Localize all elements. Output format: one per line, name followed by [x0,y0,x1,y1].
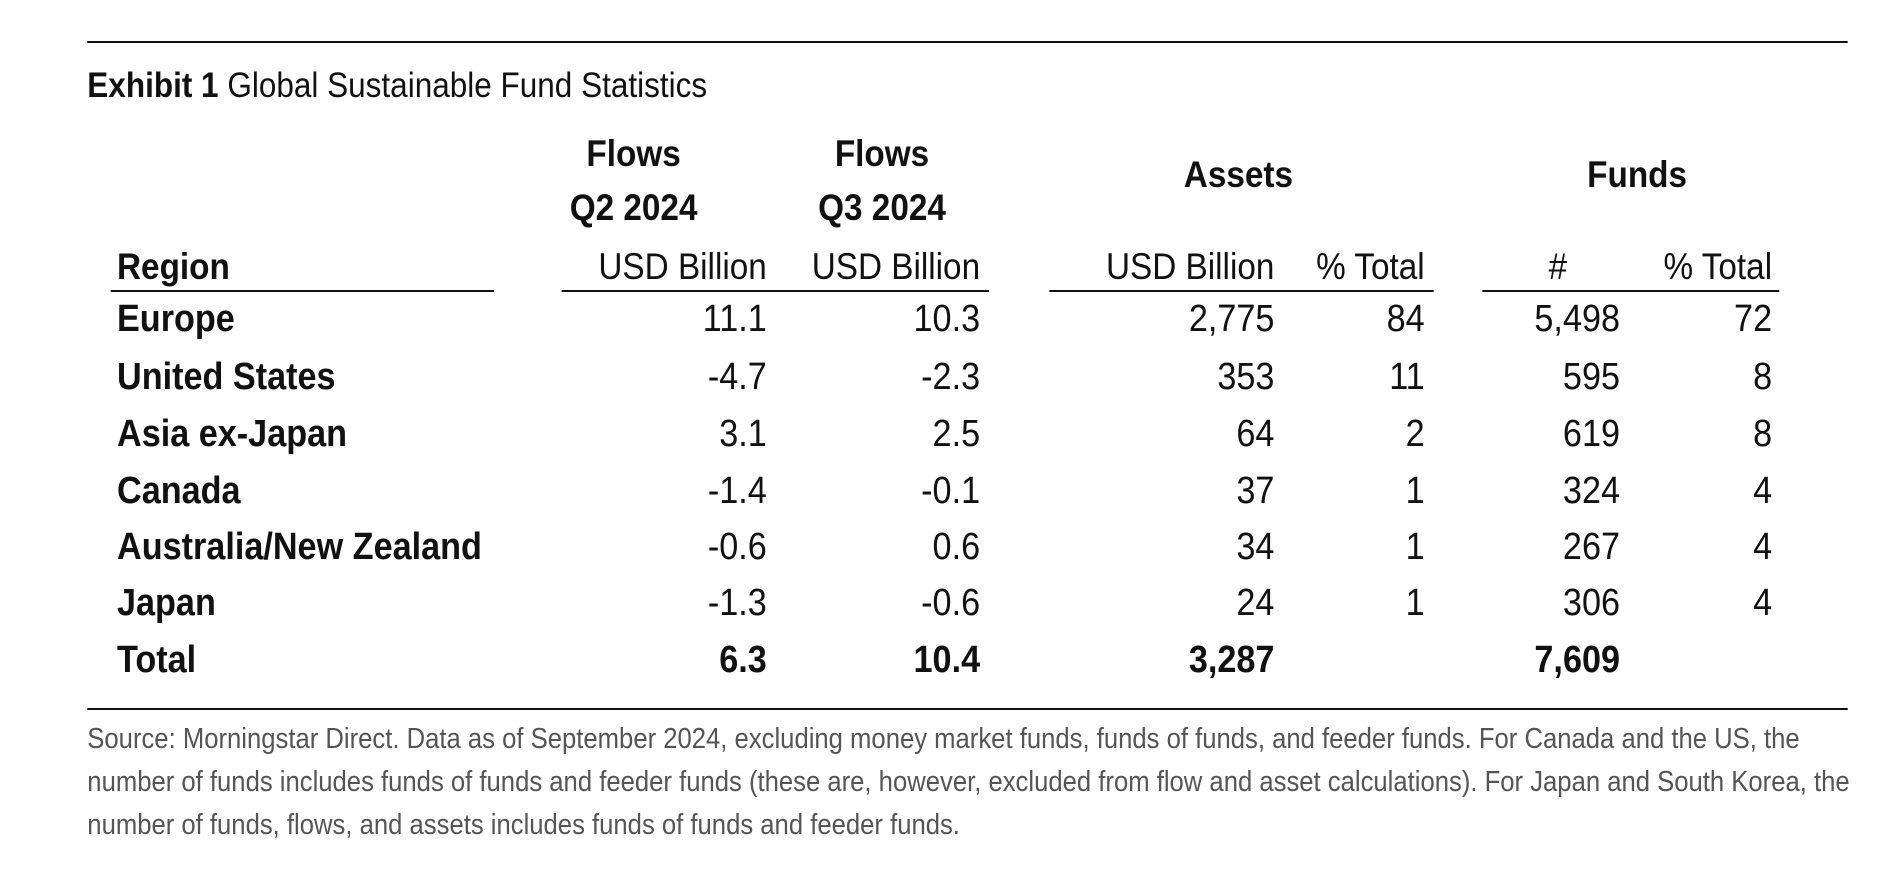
assets-usd-cell: 2,775 [1188,298,1275,340]
header-funds: Funds [1587,154,1688,195]
assets-usd-cell: 3,287 [1188,639,1275,681]
flows-q3-cell: -2.3 [921,356,981,398]
header-flows-q3: Flows Q3 2024 [818,127,946,235]
flows-q2-cell: 6.3 [719,639,767,681]
underline-flows [561,290,990,292]
flows-q3-cell: 10.4 [913,639,981,681]
bottom-rule [87,708,1848,710]
assets-usd-cell: 37 [1236,470,1275,512]
flows-q2-cell: -1.4 [707,470,767,512]
assets-pct-cell: 2 [1405,413,1425,455]
funds-count-cell: 619 [1562,413,1620,455]
header-flows-q2-line1: Flows [586,133,681,174]
assets-pct-cell: 84 [1386,298,1425,340]
assets-usd-cell: 24 [1236,582,1275,624]
exhibit-label: Exhibit 1 [87,66,219,105]
footnote: Source: Morningstar Direct. Data as of S… [87,723,1850,841]
header-assets: Assets [1183,154,1294,195]
region-cell: Canada [117,470,241,512]
flows-q2-cell: 3.1 [719,413,767,455]
assets-usd-cell: 64 [1236,413,1275,455]
funds-pct-cell: 8 [1753,356,1773,398]
funds-pct-cell: 72 [1734,298,1773,340]
underline-region [110,290,495,292]
top-rule [87,41,1848,43]
region-cell: Asia ex-Japan [117,413,348,455]
flows-q3-cell: 2.5 [932,413,981,455]
region-cell: Europe [117,298,235,340]
region-cell: Total [117,639,197,681]
region-cell: Japan [117,582,216,624]
flows-q3-cell: -0.1 [921,470,981,512]
subheader-q2-usd: USD Billion [598,246,767,287]
funds-pct-cell: 4 [1753,526,1773,568]
flows-q3-cell: -0.6 [921,582,981,624]
region-cell: United States [117,356,336,398]
subheader-funds-pct: % Total [1663,246,1773,287]
funds-pct-cell: 8 [1753,413,1773,455]
assets-usd-cell: 353 [1217,356,1275,398]
header-flows-q2: Flows Q2 2024 [570,127,698,235]
assets-pct-cell: 1 [1405,470,1425,512]
subheader-assets-usd: USD Billion [1105,246,1275,287]
subheader-region: Region [117,246,230,287]
subheader-funds-count: # [1548,246,1568,287]
funds-count-cell: 306 [1562,582,1620,624]
flows-q2-cell: -0.6 [707,526,767,568]
assets-pct-cell: 11 [1389,356,1425,398]
header-flows-q2-line2: Q2 2024 [569,187,698,228]
exhibit-title-text: Global Sustainable Fund Statistics [227,66,708,105]
assets-pct-cell: 1 [1405,582,1425,624]
funds-count-cell: 267 [1562,526,1620,568]
funds-count-cell: 5,498 [1534,298,1620,340]
header-flows-q3-line2: Q3 2024 [818,187,946,228]
flows-q3-cell: 0.6 [932,526,981,568]
underline-assets [1049,290,1434,292]
flows-q3-cell: 10.3 [913,298,981,340]
funds-pct-cell: 4 [1753,470,1773,512]
assets-pct-cell: 1 [1405,526,1425,568]
region-cell: Australia/New Zealand [117,526,482,568]
exhibit-title: Exhibit 1 Global Sustainable Fund Statis… [87,68,707,103]
subheader-q3-usd: USD Billion [811,246,981,287]
underline-funds [1482,290,1780,292]
funds-count-cell: 595 [1562,356,1620,398]
assets-usd-cell: 34 [1236,526,1275,568]
funds-count-cell: 7,609 [1534,639,1620,681]
subheader-assets-pct: % Total [1316,246,1425,287]
funds-count-cell: 324 [1562,470,1620,512]
flows-q2-cell: -1.3 [707,582,767,624]
funds-pct-cell: 4 [1753,582,1773,624]
flows-q2-cell: -4.7 [707,356,767,398]
header-flows-q3-line1: Flows [834,133,930,174]
flows-q2-cell: 11.1 [702,298,767,340]
